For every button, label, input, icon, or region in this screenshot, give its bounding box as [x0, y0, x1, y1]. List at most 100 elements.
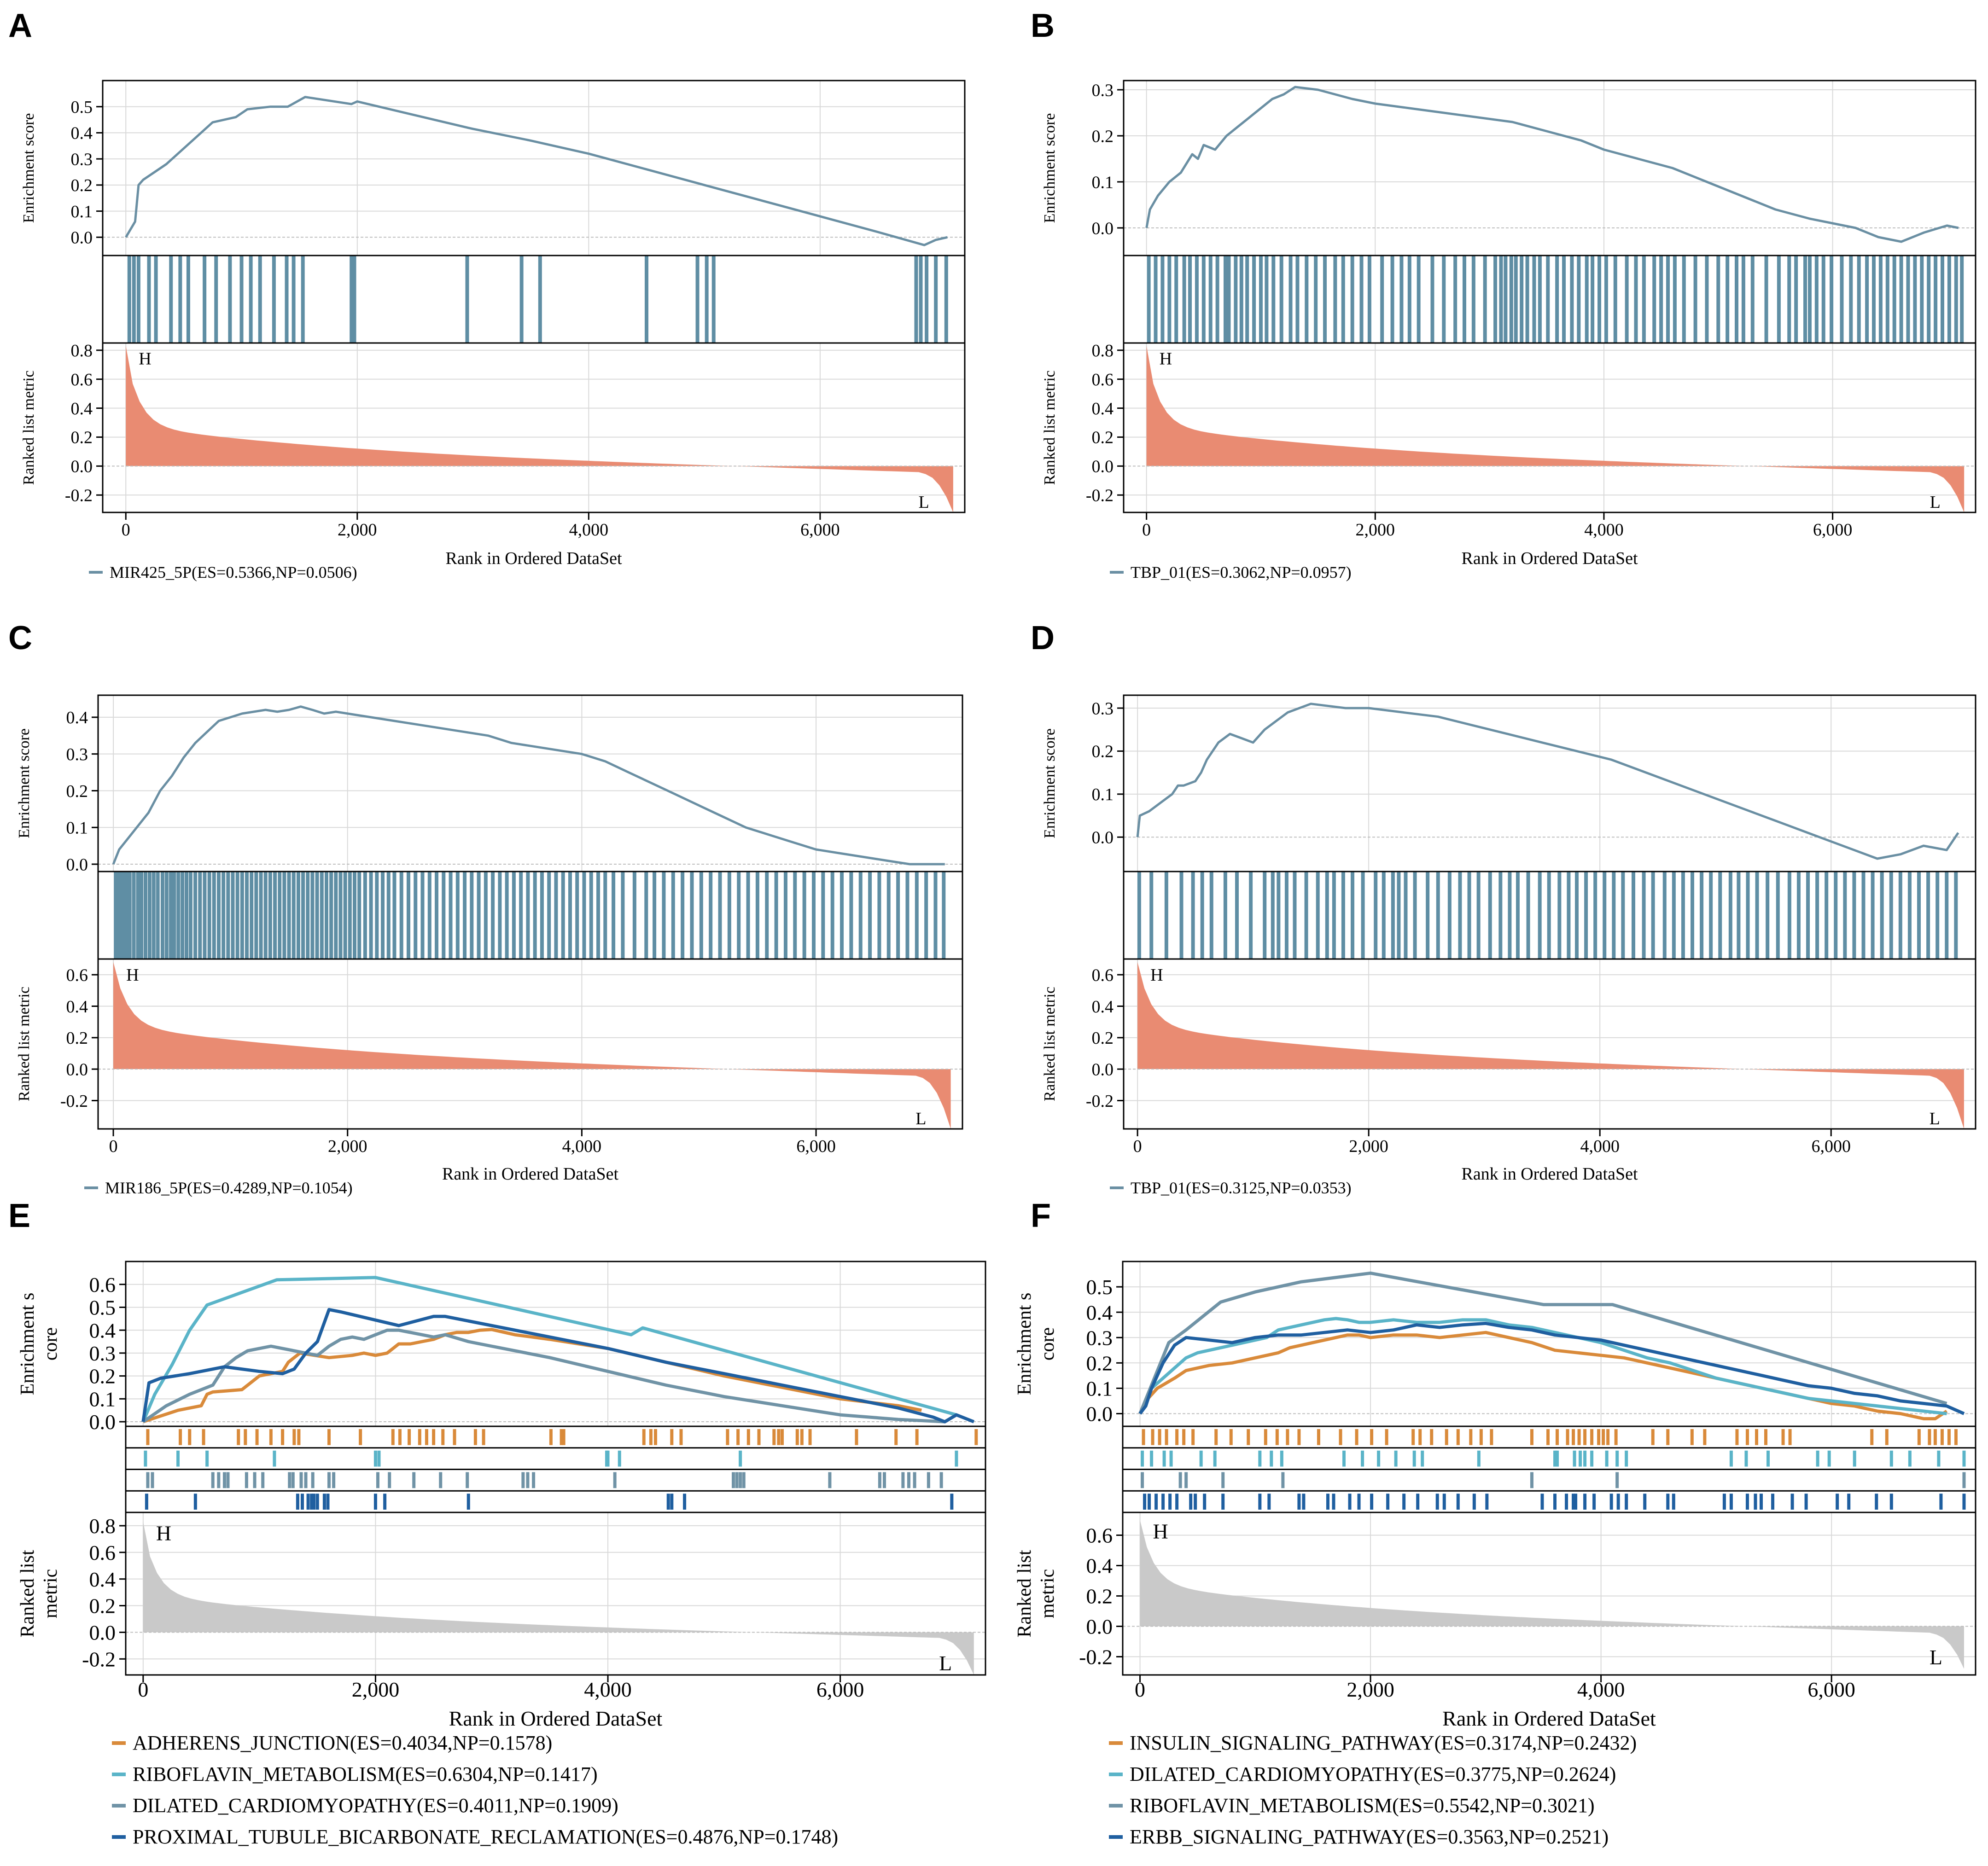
hit-bar [621, 872, 625, 959]
hit-bar [203, 872, 207, 959]
hit-bar [1556, 1450, 1559, 1467]
hit-bar [1553, 1494, 1557, 1510]
hit-bar [1493, 256, 1498, 343]
x-tick-label: 2,000 [338, 520, 377, 540]
hit-bar [533, 872, 537, 959]
hit-bar [1270, 1450, 1273, 1467]
hit-bar [1293, 872, 1297, 959]
hit-bar [1499, 256, 1503, 343]
plot-frame [102, 255, 966, 344]
hit-bar [858, 872, 863, 959]
hit-bar [1816, 1450, 1819, 1467]
hit-bar [1847, 1494, 1851, 1510]
hit-bar [1878, 256, 1883, 343]
es-tick-label: 0.2 [66, 782, 88, 801]
hit-bar [285, 256, 289, 343]
hit-bar [1885, 256, 1889, 343]
hit-bar [1141, 1450, 1144, 1467]
hit-bar [418, 1429, 421, 1445]
hit-bar [1781, 1429, 1785, 1445]
hit-bar [1407, 256, 1411, 343]
hit-bar [449, 872, 453, 959]
hit-bar [1771, 1494, 1775, 1510]
es-tick-label: 0.5 [1086, 1275, 1113, 1299]
legend-entry: RIBOFLAVIN_METABOLISM(ES=0.6304,NP=0.141… [133, 1763, 598, 1785]
hit-bar [1386, 1494, 1390, 1510]
hit-bar [1871, 256, 1876, 343]
hit-bar [1766, 1450, 1770, 1467]
hit-bar [176, 1450, 180, 1467]
hit-bar [185, 872, 189, 959]
metric-tick-label: -0.2 [1086, 1092, 1114, 1111]
hit-bar [783, 872, 787, 959]
hit-bar [203, 256, 207, 343]
hit-bar [905, 872, 909, 959]
hit-bar [1790, 1494, 1794, 1510]
hit-bar [1538, 872, 1542, 959]
hit-bar [1954, 872, 1958, 959]
hit-bar [554, 872, 558, 959]
hit-bar [1583, 1429, 1587, 1445]
es-tick-label: 0.4 [1086, 1301, 1113, 1324]
metric-tick-label: 0.6 [1086, 1524, 1113, 1547]
hit-bar [974, 1429, 978, 1445]
hit-bar [211, 1472, 215, 1488]
hit-bar [705, 256, 709, 343]
panel-letter-b: B [1031, 7, 1055, 44]
hit-bar [1326, 1494, 1329, 1510]
hit-bar [301, 872, 305, 959]
hit-bar [1936, 872, 1940, 959]
es-tick-label: 0.3 [1092, 81, 1114, 100]
hit-bar [1385, 1429, 1388, 1445]
hit-bar [1553, 1450, 1557, 1467]
hit-bar [1716, 256, 1720, 343]
hit-bar [1625, 1450, 1628, 1467]
hit-bar [1960, 256, 1964, 343]
metric-area [1137, 962, 1964, 1129]
hit-bar [202, 1429, 205, 1445]
hit-bar [1940, 256, 1944, 343]
x-tick-label: 4,000 [1580, 1137, 1620, 1156]
hit-bar [666, 1494, 670, 1510]
hit-bar [1374, 872, 1378, 959]
hit-bar [1804, 1494, 1808, 1510]
hit-bar [1870, 1429, 1874, 1445]
hit-bar [1445, 1429, 1448, 1445]
hit-bar [237, 1429, 240, 1445]
hit-bar [377, 1450, 381, 1467]
hit-bar [1456, 1429, 1460, 1445]
hit-bar [1490, 1429, 1493, 1445]
es-axis-label: Enrichment score [20, 113, 37, 223]
plot-frame [1123, 342, 1976, 513]
hit-bar [618, 1450, 621, 1467]
hit-bar [278, 872, 282, 959]
hit-bar [1370, 1429, 1374, 1445]
hit-bar [560, 1429, 563, 1445]
hit-bar [1815, 872, 1819, 959]
hit-bar [228, 256, 232, 343]
metric-tick-label: 0.6 [1092, 370, 1114, 389]
hit-bar [1463, 256, 1466, 343]
legend-entry: MIR425_5P(ES=0.5366,NP=0.0506) [110, 563, 357, 581]
hit-bar [1917, 1429, 1921, 1445]
hit-bar [830, 872, 834, 959]
hit-bar [538, 256, 542, 343]
metric-tick-label: 0.8 [71, 341, 93, 360]
hit-bar [268, 872, 272, 959]
hit-bar [1892, 256, 1896, 343]
hit-bar [1755, 1429, 1758, 1445]
hit-bar [484, 872, 488, 959]
metric-axis-label-line: Ranked list [17, 1550, 38, 1637]
hit-bar [1281, 1472, 1285, 1488]
hit-bar [532, 1472, 536, 1488]
hit-bar [915, 1429, 919, 1445]
hit-bar [1861, 872, 1866, 959]
x-tick-label: 2,000 [328, 1137, 367, 1156]
hit-bar [1271, 872, 1275, 959]
panel-letter-c: C [8, 620, 32, 657]
hit-bar [1430, 1429, 1434, 1445]
hit-bar [649, 1429, 653, 1445]
es-tick-label: 0.3 [1092, 699, 1114, 718]
hit-bar [1857, 256, 1861, 343]
hit-bar [146, 1472, 150, 1488]
